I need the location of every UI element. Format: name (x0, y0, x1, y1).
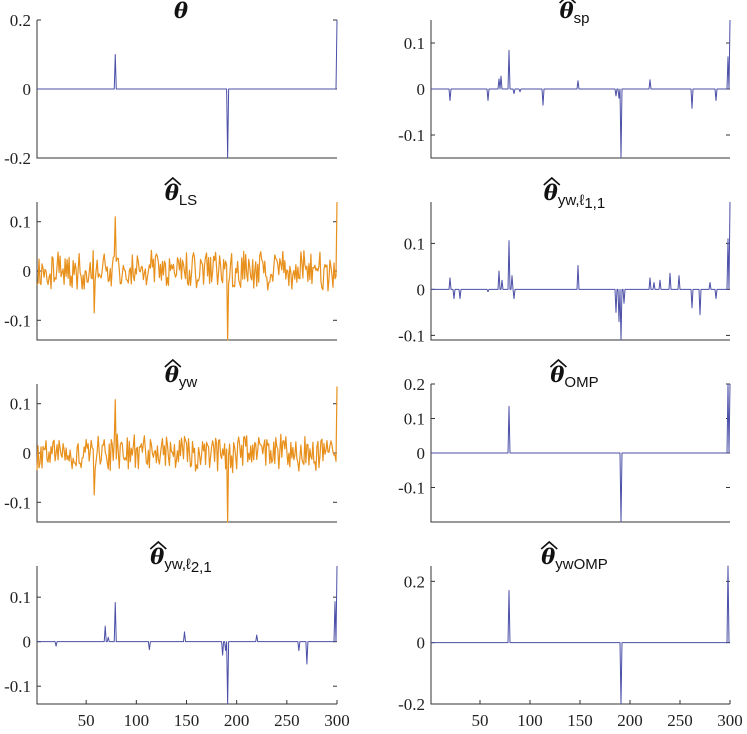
subplot-2: 0.1 0 -0.1 θsp (398, 0, 731, 159)
subplot-4: 0.1 0 -0.1 θyw,ℓ1,1 (398, 176, 731, 345)
panel-title: θOMP (550, 362, 598, 391)
x-tick-label: 250 (667, 711, 693, 730)
y-tick-label: 0 (417, 634, 426, 653)
series-line (36, 386, 338, 523)
x-tick-label: 300 (717, 711, 743, 730)
x-tick-label: 100 (124, 711, 150, 730)
series-line (37, 565, 338, 705)
y-tick-label: 0 (417, 80, 426, 99)
hat-accent (559, 0, 577, 4)
y-tick-label: 0.1 (10, 395, 31, 414)
series-line (37, 19, 338, 159)
axes-frame (430, 20, 730, 159)
x-tick-label: 150 (174, 711, 200, 730)
x-tick-label: 300 (324, 711, 350, 730)
hat-accent (540, 540, 558, 550)
subplot-3: 0.1 0 -0.1 θLS (4, 176, 338, 341)
y-tick-label: 0.1 (404, 234, 425, 253)
subplot-6: 0.2 0.1 0 -0.1 θOMP (398, 358, 731, 523)
y-tick-label: 0 (23, 444, 32, 463)
panel-title: θywOMP (541, 544, 608, 573)
axes-frame (430, 384, 730, 523)
y-tick-label: 0.1 (404, 410, 425, 429)
hat-accent (164, 176, 182, 186)
panel-title: θ (174, 0, 188, 23)
x-tick-label: 50 (78, 711, 95, 730)
series-line (36, 201, 338, 341)
panel-title: θLS (165, 180, 197, 209)
axes-frame (36, 384, 337, 523)
series-line (431, 565, 730, 705)
y-tick-label: 0.2 (404, 375, 425, 394)
hat-accent (543, 176, 561, 186)
x-tick-label: 200 (617, 711, 643, 730)
axes-frame (430, 566, 730, 705)
series-line (431, 201, 731, 341)
axes-frame (430, 202, 730, 341)
panel-title: θyw (165, 362, 198, 391)
series-line (431, 19, 731, 159)
x-tick-label: 250 (274, 711, 300, 730)
y-tick-label: 0 (417, 444, 426, 463)
panel-title: θyw,ℓ2,1 (150, 544, 211, 576)
subplot-5: 0.1 0 -0.1 θyw (4, 358, 338, 523)
y-tick-label: 0.2 (404, 572, 425, 591)
axes-frame (36, 202, 337, 341)
y-tick-label: -0.1 (398, 126, 425, 145)
x-tick-label: 200 (224, 711, 250, 730)
panel-title: θyw,ℓ1,1 (544, 180, 605, 212)
y-tick-label: 0.1 (10, 588, 31, 607)
y-tick-label: 0 (23, 633, 32, 652)
y-tick-label: -0.1 (4, 311, 31, 330)
y-tick-label: -0.2 (4, 149, 31, 168)
x-tick-label: 50 (472, 711, 489, 730)
hat-accent (549, 358, 567, 368)
panel-title: θsp (560, 0, 590, 27)
x-tick-label: 100 (517, 711, 543, 730)
y-tick-label: -0.2 (398, 695, 425, 714)
y-tick-label: 0 (23, 262, 32, 281)
hat-accent (149, 540, 167, 550)
y-tick-label: 0 (417, 280, 426, 299)
hat-accent (164, 358, 182, 368)
y-tick-label: -0.1 (398, 479, 425, 498)
y-tick-label: 0.1 (10, 213, 31, 232)
subplot-8: 0.2 0 -0.2 50 100 150 200 250 300 θywOMP (398, 540, 743, 730)
y-tick-label: 0 (23, 80, 32, 99)
y-tick-label: -0.1 (4, 493, 31, 512)
axes-frame (36, 566, 337, 705)
y-tick-label: 0.2 (10, 11, 31, 30)
x-tick-label: 150 (567, 711, 593, 730)
y-tick-label: -0.1 (398, 326, 425, 345)
y-tick-label: -0.1 (4, 677, 31, 696)
series-line (431, 383, 731, 523)
y-tick-label: 0.1 (404, 34, 425, 53)
subplot-7: 0.1 0 -0.1 50 100 150 200 250 300 θyw,ℓ2,1 (4, 540, 350, 730)
subplot-1: 0.2 0 -0.2 θ (4, 0, 338, 168)
